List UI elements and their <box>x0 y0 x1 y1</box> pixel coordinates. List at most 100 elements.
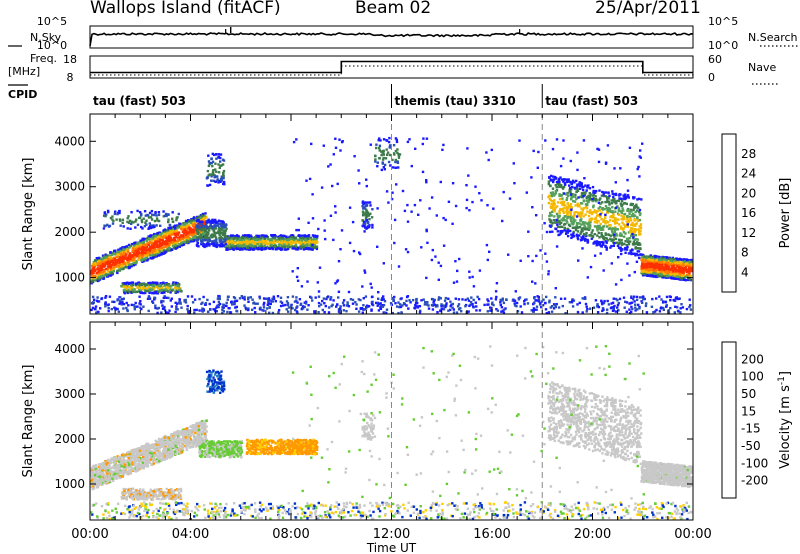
power-point <box>619 202 622 205</box>
power-point <box>221 163 225 166</box>
power-point <box>515 305 518 308</box>
power-point <box>690 258 693 262</box>
power-point <box>155 285 158 289</box>
power-point <box>249 247 252 250</box>
power-point <box>118 268 121 271</box>
power-point <box>618 241 622 244</box>
power-point <box>113 306 116 309</box>
power-point <box>636 250 639 253</box>
power-point <box>239 244 243 248</box>
power-point <box>596 234 599 237</box>
cpid-label: CPID <box>8 88 37 101</box>
power-point <box>382 295 385 298</box>
power-point <box>552 194 556 197</box>
power-point <box>210 175 213 178</box>
power-point <box>204 229 207 232</box>
power-point <box>582 222 585 226</box>
power-point <box>588 220 591 223</box>
power-point <box>186 308 189 311</box>
power-point <box>651 271 654 275</box>
power-point <box>214 180 217 183</box>
power-point <box>110 272 114 275</box>
power-point <box>123 292 127 295</box>
power-point <box>608 219 612 222</box>
power-point <box>170 241 173 244</box>
power-point <box>613 228 617 231</box>
power-point <box>225 244 229 247</box>
power-point <box>123 283 126 287</box>
power-point <box>156 282 159 285</box>
power-point <box>633 206 636 209</box>
power-point <box>289 243 293 246</box>
power-point <box>630 223 633 226</box>
power-point <box>169 291 172 294</box>
power-point <box>263 301 266 305</box>
power-point <box>585 189 588 192</box>
power-point <box>220 224 224 227</box>
power-point <box>300 238 303 242</box>
power-point <box>120 284 123 288</box>
power-point <box>392 144 396 147</box>
power-point <box>560 183 563 187</box>
power-point <box>129 227 132 230</box>
power-point <box>135 290 139 293</box>
power-point <box>273 234 277 237</box>
power-point <box>641 301 644 304</box>
power-point <box>608 194 611 198</box>
power-point <box>128 252 131 255</box>
power-point <box>637 253 640 257</box>
power-point <box>187 219 190 222</box>
power-point <box>579 195 582 199</box>
power-point <box>551 205 555 208</box>
power-point <box>362 212 365 215</box>
power-point <box>107 260 111 263</box>
power-point <box>321 308 324 312</box>
power-point <box>207 154 210 157</box>
power-point <box>213 176 216 179</box>
power-point <box>192 217 195 220</box>
power-point <box>102 227 106 230</box>
power-point <box>669 259 673 262</box>
power-point <box>99 277 103 280</box>
power-point <box>283 239 286 242</box>
power-point <box>119 247 123 250</box>
power-point <box>140 225 143 229</box>
power-point <box>342 309 346 312</box>
power-point <box>217 230 220 233</box>
power-point <box>658 271 661 274</box>
power-point <box>200 239 203 242</box>
power-point <box>667 265 671 268</box>
power-point <box>121 218 125 221</box>
power-point <box>572 235 576 238</box>
power-point <box>180 227 183 230</box>
power-point <box>599 222 602 226</box>
power-point <box>401 304 404 307</box>
power-point <box>159 282 162 285</box>
power-point <box>174 290 177 294</box>
power-point <box>392 152 396 155</box>
power-point <box>146 238 149 241</box>
power-point <box>205 177 209 180</box>
power-point <box>158 242 161 245</box>
power-point <box>588 187 592 190</box>
power-point <box>246 248 249 251</box>
power-point <box>537 300 541 303</box>
power-point <box>226 242 229 245</box>
power-point <box>280 241 283 245</box>
power-point <box>270 244 273 247</box>
power-point <box>170 226 174 229</box>
power-point <box>217 153 221 156</box>
power-point <box>212 153 216 157</box>
power-point <box>651 263 655 266</box>
power-point <box>116 256 120 259</box>
power-point <box>604 222 607 225</box>
power-point <box>282 304 285 307</box>
power-point <box>474 301 477 304</box>
power-point <box>607 191 610 195</box>
power-point <box>185 222 188 225</box>
power-point <box>192 240 195 243</box>
power-point <box>236 247 240 250</box>
power-point <box>176 282 179 286</box>
power-point <box>147 285 150 289</box>
power-point <box>229 245 233 248</box>
